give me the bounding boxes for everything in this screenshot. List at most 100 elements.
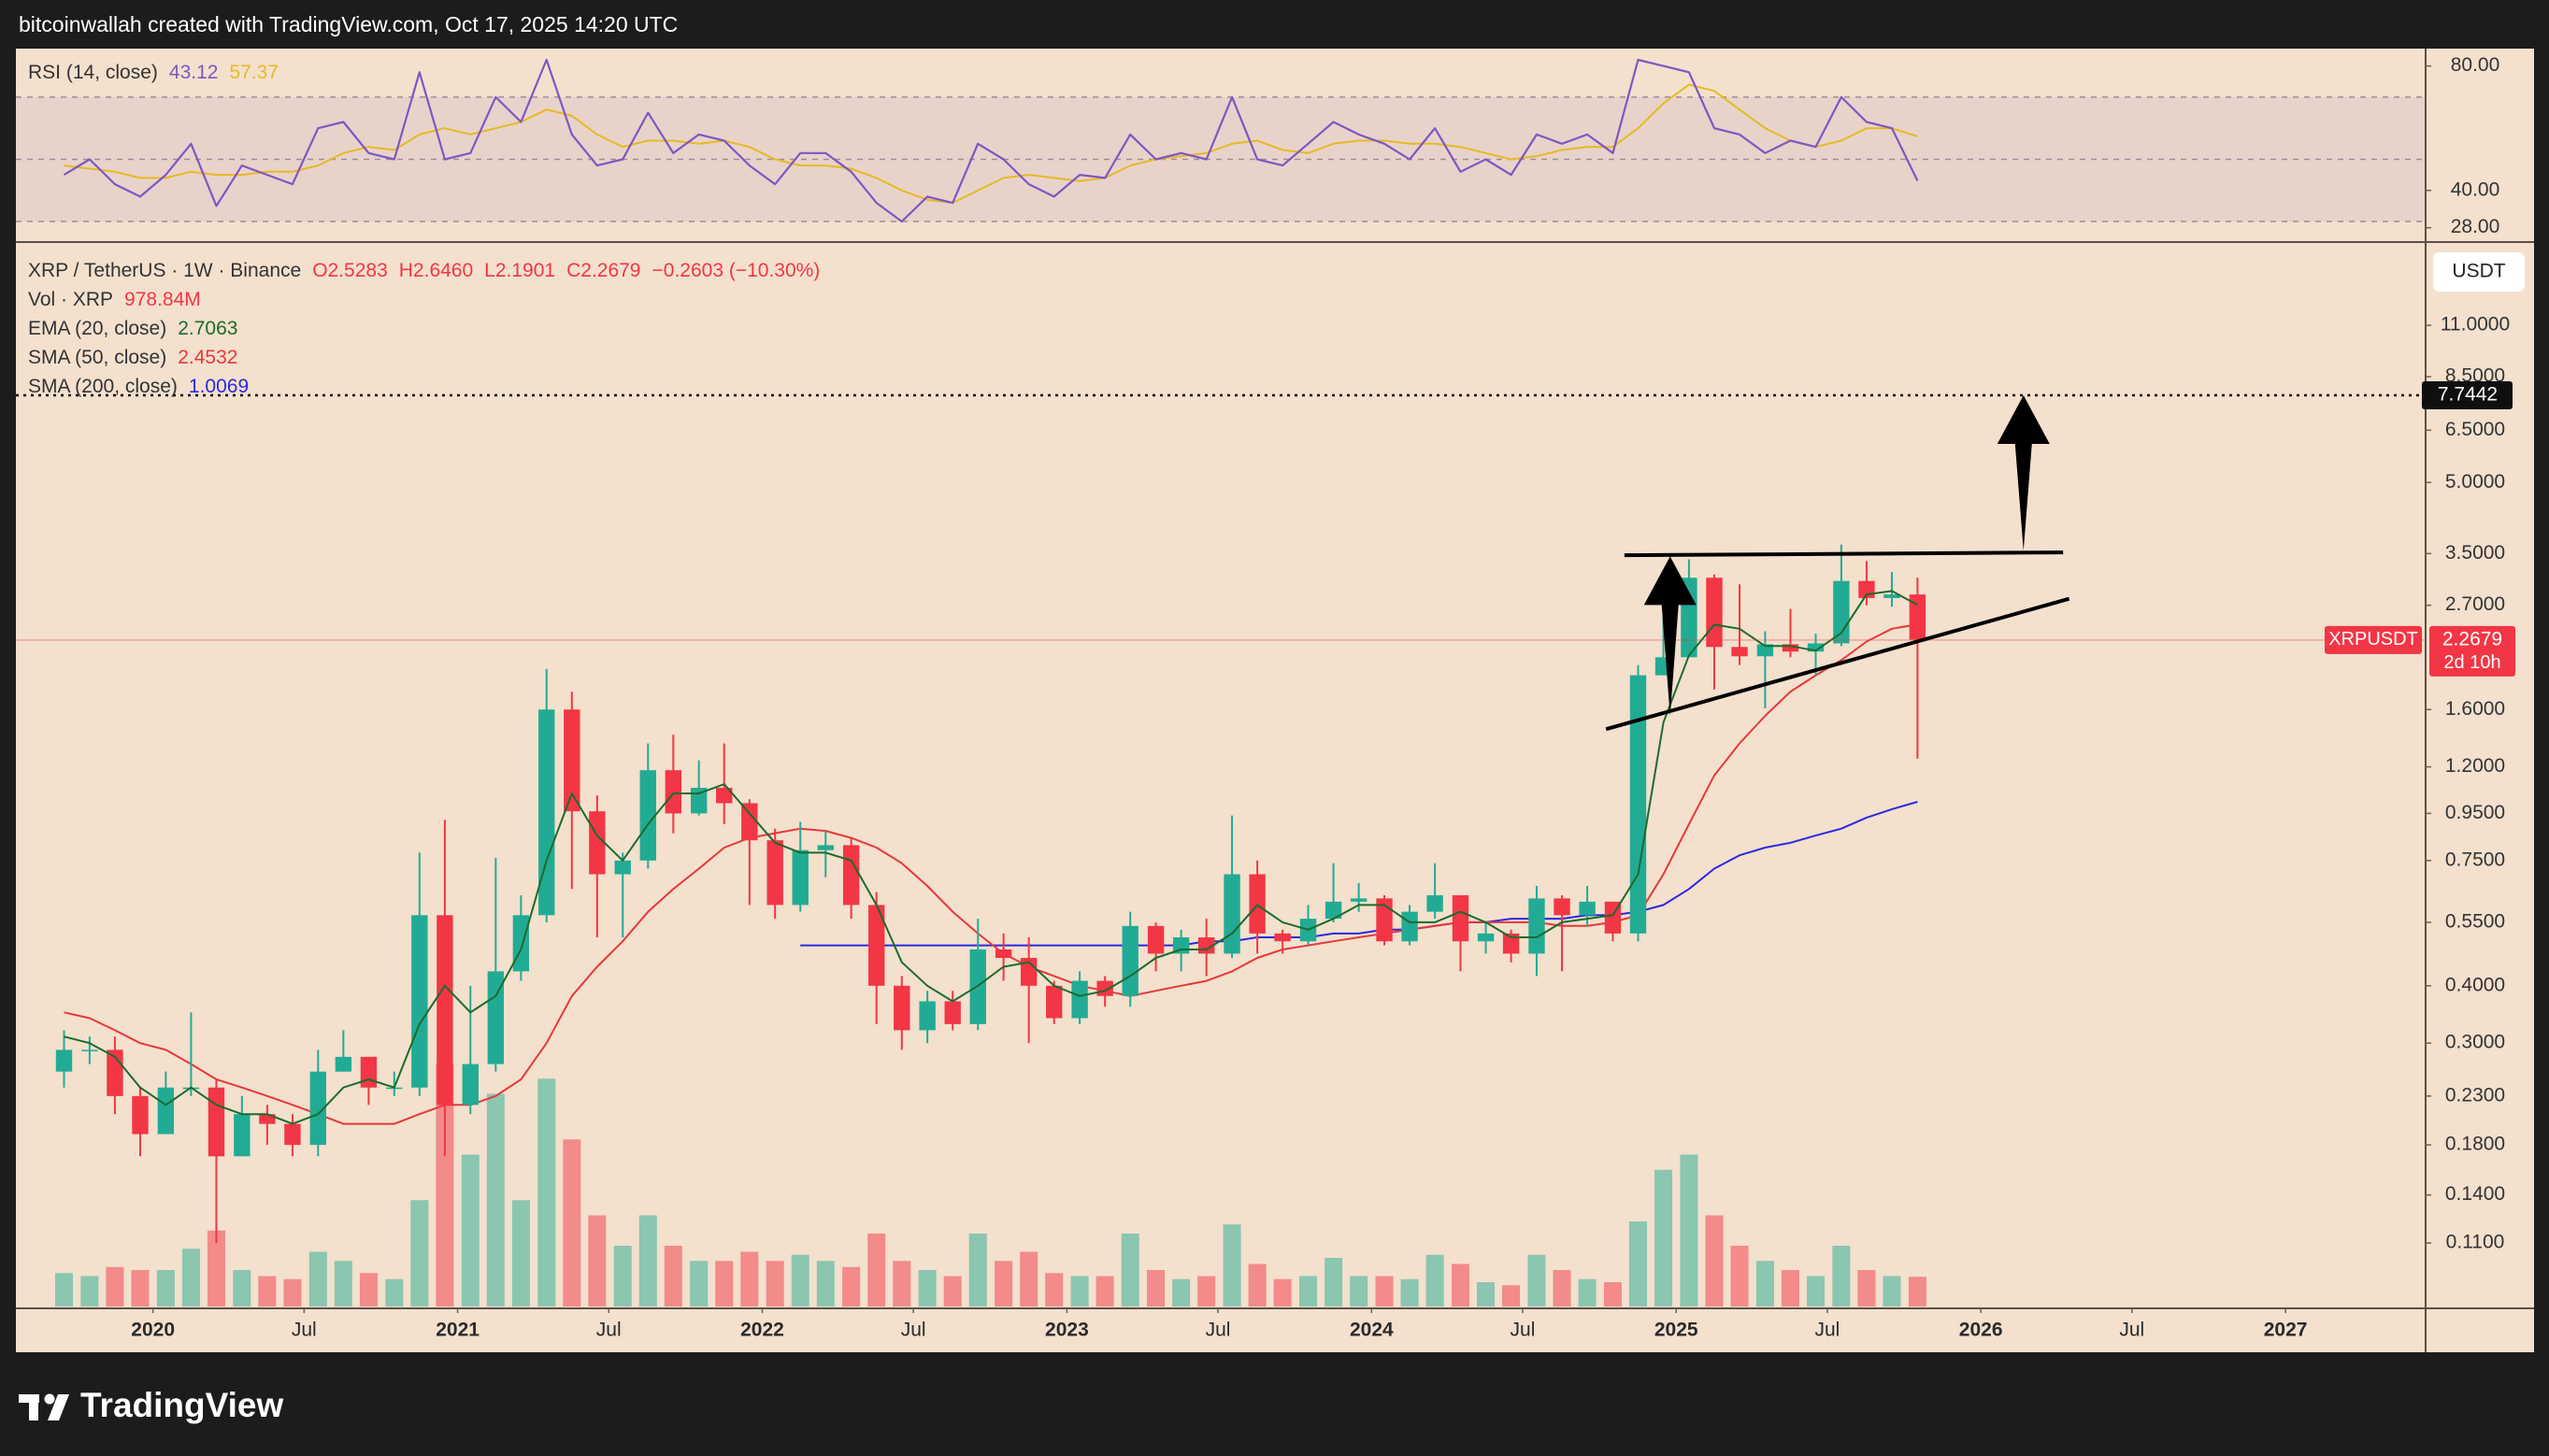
x-tick-label: Jul (901, 1320, 926, 1341)
volume-bar (106, 1266, 124, 1306)
volume-bar (690, 1261, 709, 1306)
legend-ohlc: −0.2603 (−10.30%) (652, 260, 821, 281)
arrow (1997, 394, 2050, 551)
volume-bar (842, 1266, 861, 1306)
volume-bar (385, 1278, 404, 1306)
candle-body (309, 1071, 327, 1146)
volume-bar (1400, 1278, 1419, 1306)
volume-bar (893, 1261, 911, 1306)
volume-bar (867, 1234, 886, 1306)
volume-bar (766, 1261, 784, 1306)
volume-bar (1832, 1246, 1851, 1306)
volume-bar (207, 1230, 225, 1306)
candle-body (234, 1114, 251, 1157)
legend-value: 2.7063 (178, 318, 237, 339)
volume-bar (486, 1093, 505, 1306)
legend-entry: Vol · XRP 978.84M (28, 289, 201, 310)
candle-body (589, 811, 606, 875)
candle-body (512, 915, 530, 972)
candle-body (1350, 898, 1368, 902)
legend-entry: RSI (14, close) 43.12 57.37 (28, 62, 279, 83)
series-line (64, 83, 1918, 205)
legend-ohlc: H2.6460 (399, 260, 473, 281)
volume-bar (638, 1215, 657, 1306)
volume-bar (1223, 1224, 1241, 1306)
legend-value: 1.0069 (189, 376, 249, 397)
volume-bar (1147, 1270, 1166, 1306)
volume-bar (334, 1261, 352, 1306)
candle-body (1122, 925, 1138, 996)
volume-bar (1781, 1270, 1799, 1306)
price-pane: 0.1100 0.1400 0.1800 0.2300 0.3000 0.4000 0.55… (16, 252, 2525, 1341)
volume-bar (1070, 1276, 1089, 1306)
legend-entry: XRP / TetherUS · 1W · Binance O2.5283 H2.6… (28, 260, 820, 281)
volume-bar (283, 1278, 302, 1306)
candle-body (462, 1063, 479, 1106)
legend-name: SMA (200, close) (28, 376, 178, 397)
candle-body (1401, 911, 1418, 942)
candle-body (1071, 980, 1088, 1019)
candle-body (894, 985, 910, 1031)
volume-bar (1273, 1278, 1292, 1306)
y-tick-label: 3.5000 (2445, 542, 2505, 564)
candle-body (411, 915, 428, 1088)
volume-bar (918, 1270, 937, 1306)
candle-body (335, 1056, 352, 1072)
x-tick-label: Jul (1206, 1320, 1231, 1341)
candle-body (842, 845, 860, 906)
volume-bar (1451, 1263, 1470, 1306)
candle-body (1579, 901, 1596, 916)
legend-ohlc: L2.1901 (484, 260, 555, 281)
legend-value: 978.84M (124, 289, 201, 310)
candle-body (1147, 925, 1165, 954)
volume-bar (1883, 1276, 1901, 1306)
y-tick-label: 0.9500 (2445, 802, 2505, 823)
y-tick-label: 40.00 (2451, 178, 2500, 200)
y-tick-label: 1.6000 (2445, 698, 2505, 720)
legend-ohlc: O2.5283 (312, 260, 388, 281)
candle-body (944, 1001, 961, 1024)
arrow (1643, 556, 1697, 717)
candle-body (1376, 898, 1393, 942)
logo-shape (29, 1394, 38, 1420)
candle-body (538, 709, 555, 916)
legend-entry: EMA (20, close) 2.7063 (28, 318, 237, 339)
candle-body (1629, 675, 1647, 934)
y-tick-label: 11.0000 (2441, 314, 2510, 335)
legend-name: EMA (20, close) (28, 318, 166, 339)
logo-shape (48, 1394, 69, 1420)
legend-value: 57.37 (229, 62, 279, 83)
legend-title: RSI (14, close) (28, 62, 158, 83)
legend-title: Vol · XRP (28, 289, 113, 310)
legend-title: XRP / TetherUS · 1W · Binance (28, 260, 301, 281)
rsi-pane: 28.00 40.00 80.00 RSI (14, close) 43.12 57.37 (16, 54, 2499, 237)
header: bitcoinwallah created with TradingView.c… (19, 12, 678, 36)
volume-bar (511, 1200, 530, 1306)
x-tick-label: Jul (2119, 1320, 2144, 1341)
volume-bar (1477, 1282, 1496, 1306)
volume-bar (1527, 1254, 1546, 1306)
y-tick-label: 0.4000 (2445, 974, 2505, 995)
trendline (1605, 596, 2070, 732)
candle-body (741, 803, 758, 841)
volume-bar (1375, 1276, 1394, 1306)
candle-body (1224, 874, 1240, 954)
volume-bar (1121, 1234, 1139, 1306)
y-tick-label: 8.5000 (2445, 365, 2505, 387)
candle-body (437, 915, 453, 1106)
candle-body (55, 1049, 73, 1072)
volume-bar (1095, 1276, 1114, 1306)
volume-bar (1553, 1270, 1571, 1306)
candle-body (1502, 933, 1520, 954)
volume-bar (715, 1261, 734, 1306)
x-tick-label: Jul (292, 1320, 317, 1341)
volume-bar (1807, 1276, 1826, 1306)
trendline (1624, 550, 2064, 558)
y-tick-label: 0.1800 (2445, 1134, 2505, 1155)
volume-bar (1705, 1215, 1724, 1306)
target-tag (2422, 380, 2513, 409)
y-tick-label: 80.00 (2451, 54, 2500, 76)
candle-body (995, 949, 1012, 959)
volume-bar (359, 1273, 378, 1306)
